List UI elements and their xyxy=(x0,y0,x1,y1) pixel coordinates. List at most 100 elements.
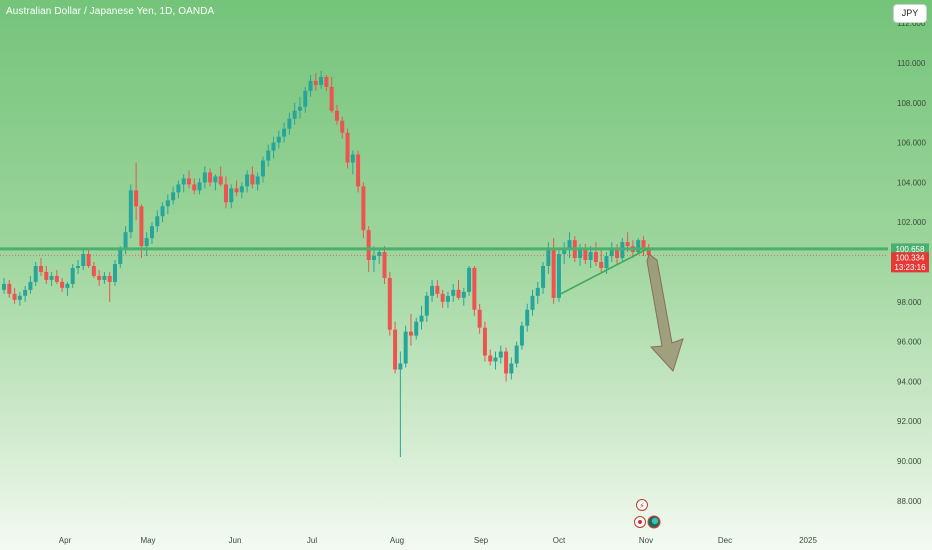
candle-body xyxy=(17,295,22,300)
candle xyxy=(535,281,540,304)
candle-body xyxy=(171,192,176,201)
candle xyxy=(424,291,429,322)
candle-body xyxy=(319,76,324,85)
candle xyxy=(567,232,572,259)
candle xyxy=(509,357,514,380)
candle xyxy=(91,262,96,278)
candle-body xyxy=(387,277,392,330)
candle-body xyxy=(313,80,318,85)
candle xyxy=(636,238,641,255)
chart-title: Australian Dollar / Japanese Yen, 1D, OA… xyxy=(6,6,215,17)
candle-body xyxy=(472,267,477,310)
candle-body xyxy=(551,250,556,298)
candle xyxy=(102,271,107,284)
x-axis[interactable]: Apr May Jun Jul Aug Sep Oct Nov Dec 2025 xyxy=(59,536,818,545)
candle-body xyxy=(599,262,604,268)
candle-body xyxy=(292,110,297,119)
candle xyxy=(239,182,244,199)
candle-body xyxy=(60,281,65,288)
candle-body xyxy=(250,174,255,185)
candle xyxy=(578,244,583,266)
candle xyxy=(361,182,366,239)
candle xyxy=(445,291,450,308)
candle xyxy=(493,351,498,370)
candle-body xyxy=(641,240,646,251)
candle xyxy=(23,285,28,302)
candle xyxy=(186,170,191,189)
x-tick-label: Jun xyxy=(229,536,242,545)
candle xyxy=(54,269,59,284)
candle-body xyxy=(456,289,461,298)
currency-button[interactable]: JPY xyxy=(893,4,927,23)
candle xyxy=(297,96,302,119)
candle xyxy=(44,265,49,284)
candle-body xyxy=(260,160,265,177)
countdown-label: 13:23:16 xyxy=(894,263,926,272)
candle-body xyxy=(49,275,54,280)
candle xyxy=(75,260,80,274)
candle xyxy=(382,246,387,284)
candle-body xyxy=(498,351,503,358)
candle xyxy=(144,232,149,257)
candle xyxy=(60,277,65,292)
candle-body xyxy=(287,118,292,129)
candle-body xyxy=(128,190,133,233)
candle xyxy=(28,275,33,294)
candle-body xyxy=(509,363,514,374)
candle-body xyxy=(192,184,197,191)
candle xyxy=(250,166,255,189)
event-markers[interactable]: ⚡ xyxy=(634,499,661,529)
x-tick-label: May xyxy=(140,536,155,545)
candle-body xyxy=(91,265,96,276)
candle xyxy=(350,150,355,175)
y-axis[interactable]: 88.000 90.000 92.000 94.000 96.000 98.000 100.… xyxy=(897,19,926,506)
candle xyxy=(403,325,408,368)
candle-body xyxy=(461,291,466,298)
candle-body xyxy=(186,178,191,185)
candle-body xyxy=(255,176,260,185)
candle-body xyxy=(54,275,59,282)
lightning-icon[interactable] xyxy=(636,499,648,511)
candle xyxy=(223,176,228,209)
resistance-price-label: 100.658 xyxy=(896,245,925,254)
candle-body xyxy=(493,357,498,362)
y-tick-label: 102.000 xyxy=(897,218,926,227)
candle-body xyxy=(625,242,630,247)
candle xyxy=(329,76,334,113)
candle-body xyxy=(646,250,651,256)
y-tick-label: 104.000 xyxy=(897,178,926,187)
candle xyxy=(171,186,176,205)
candle xyxy=(398,351,403,458)
candle-body xyxy=(366,230,371,261)
candle-body xyxy=(134,190,139,207)
candle-body xyxy=(419,315,424,322)
candle-body xyxy=(556,254,561,298)
candle xyxy=(128,184,133,239)
candle-body xyxy=(604,256,609,268)
candle-body xyxy=(38,265,43,272)
candle-body xyxy=(334,110,339,121)
candle xyxy=(525,303,530,332)
candle xyxy=(292,102,297,125)
x-tick-label: Aug xyxy=(390,536,404,545)
y-tick-label: 112.000 xyxy=(897,19,926,28)
candle xyxy=(562,242,567,264)
candle-body xyxy=(202,172,207,183)
x-tick-label: Sep xyxy=(474,536,489,545)
candle-body xyxy=(567,240,572,249)
candle-body xyxy=(578,250,583,259)
candle xyxy=(472,265,477,316)
candle-body xyxy=(239,186,244,193)
candle-body xyxy=(112,263,117,282)
candle xyxy=(451,283,456,302)
trendline xyxy=(556,247,650,297)
x-tick-label: Jul xyxy=(307,536,317,545)
candle-body xyxy=(541,265,546,288)
y-tick-label: 106.000 xyxy=(897,139,926,148)
candle-body xyxy=(329,86,334,111)
last-price-label: 100.334 xyxy=(896,253,925,262)
candle-body xyxy=(223,184,228,203)
candle xyxy=(213,174,218,191)
candle xyxy=(176,180,181,199)
